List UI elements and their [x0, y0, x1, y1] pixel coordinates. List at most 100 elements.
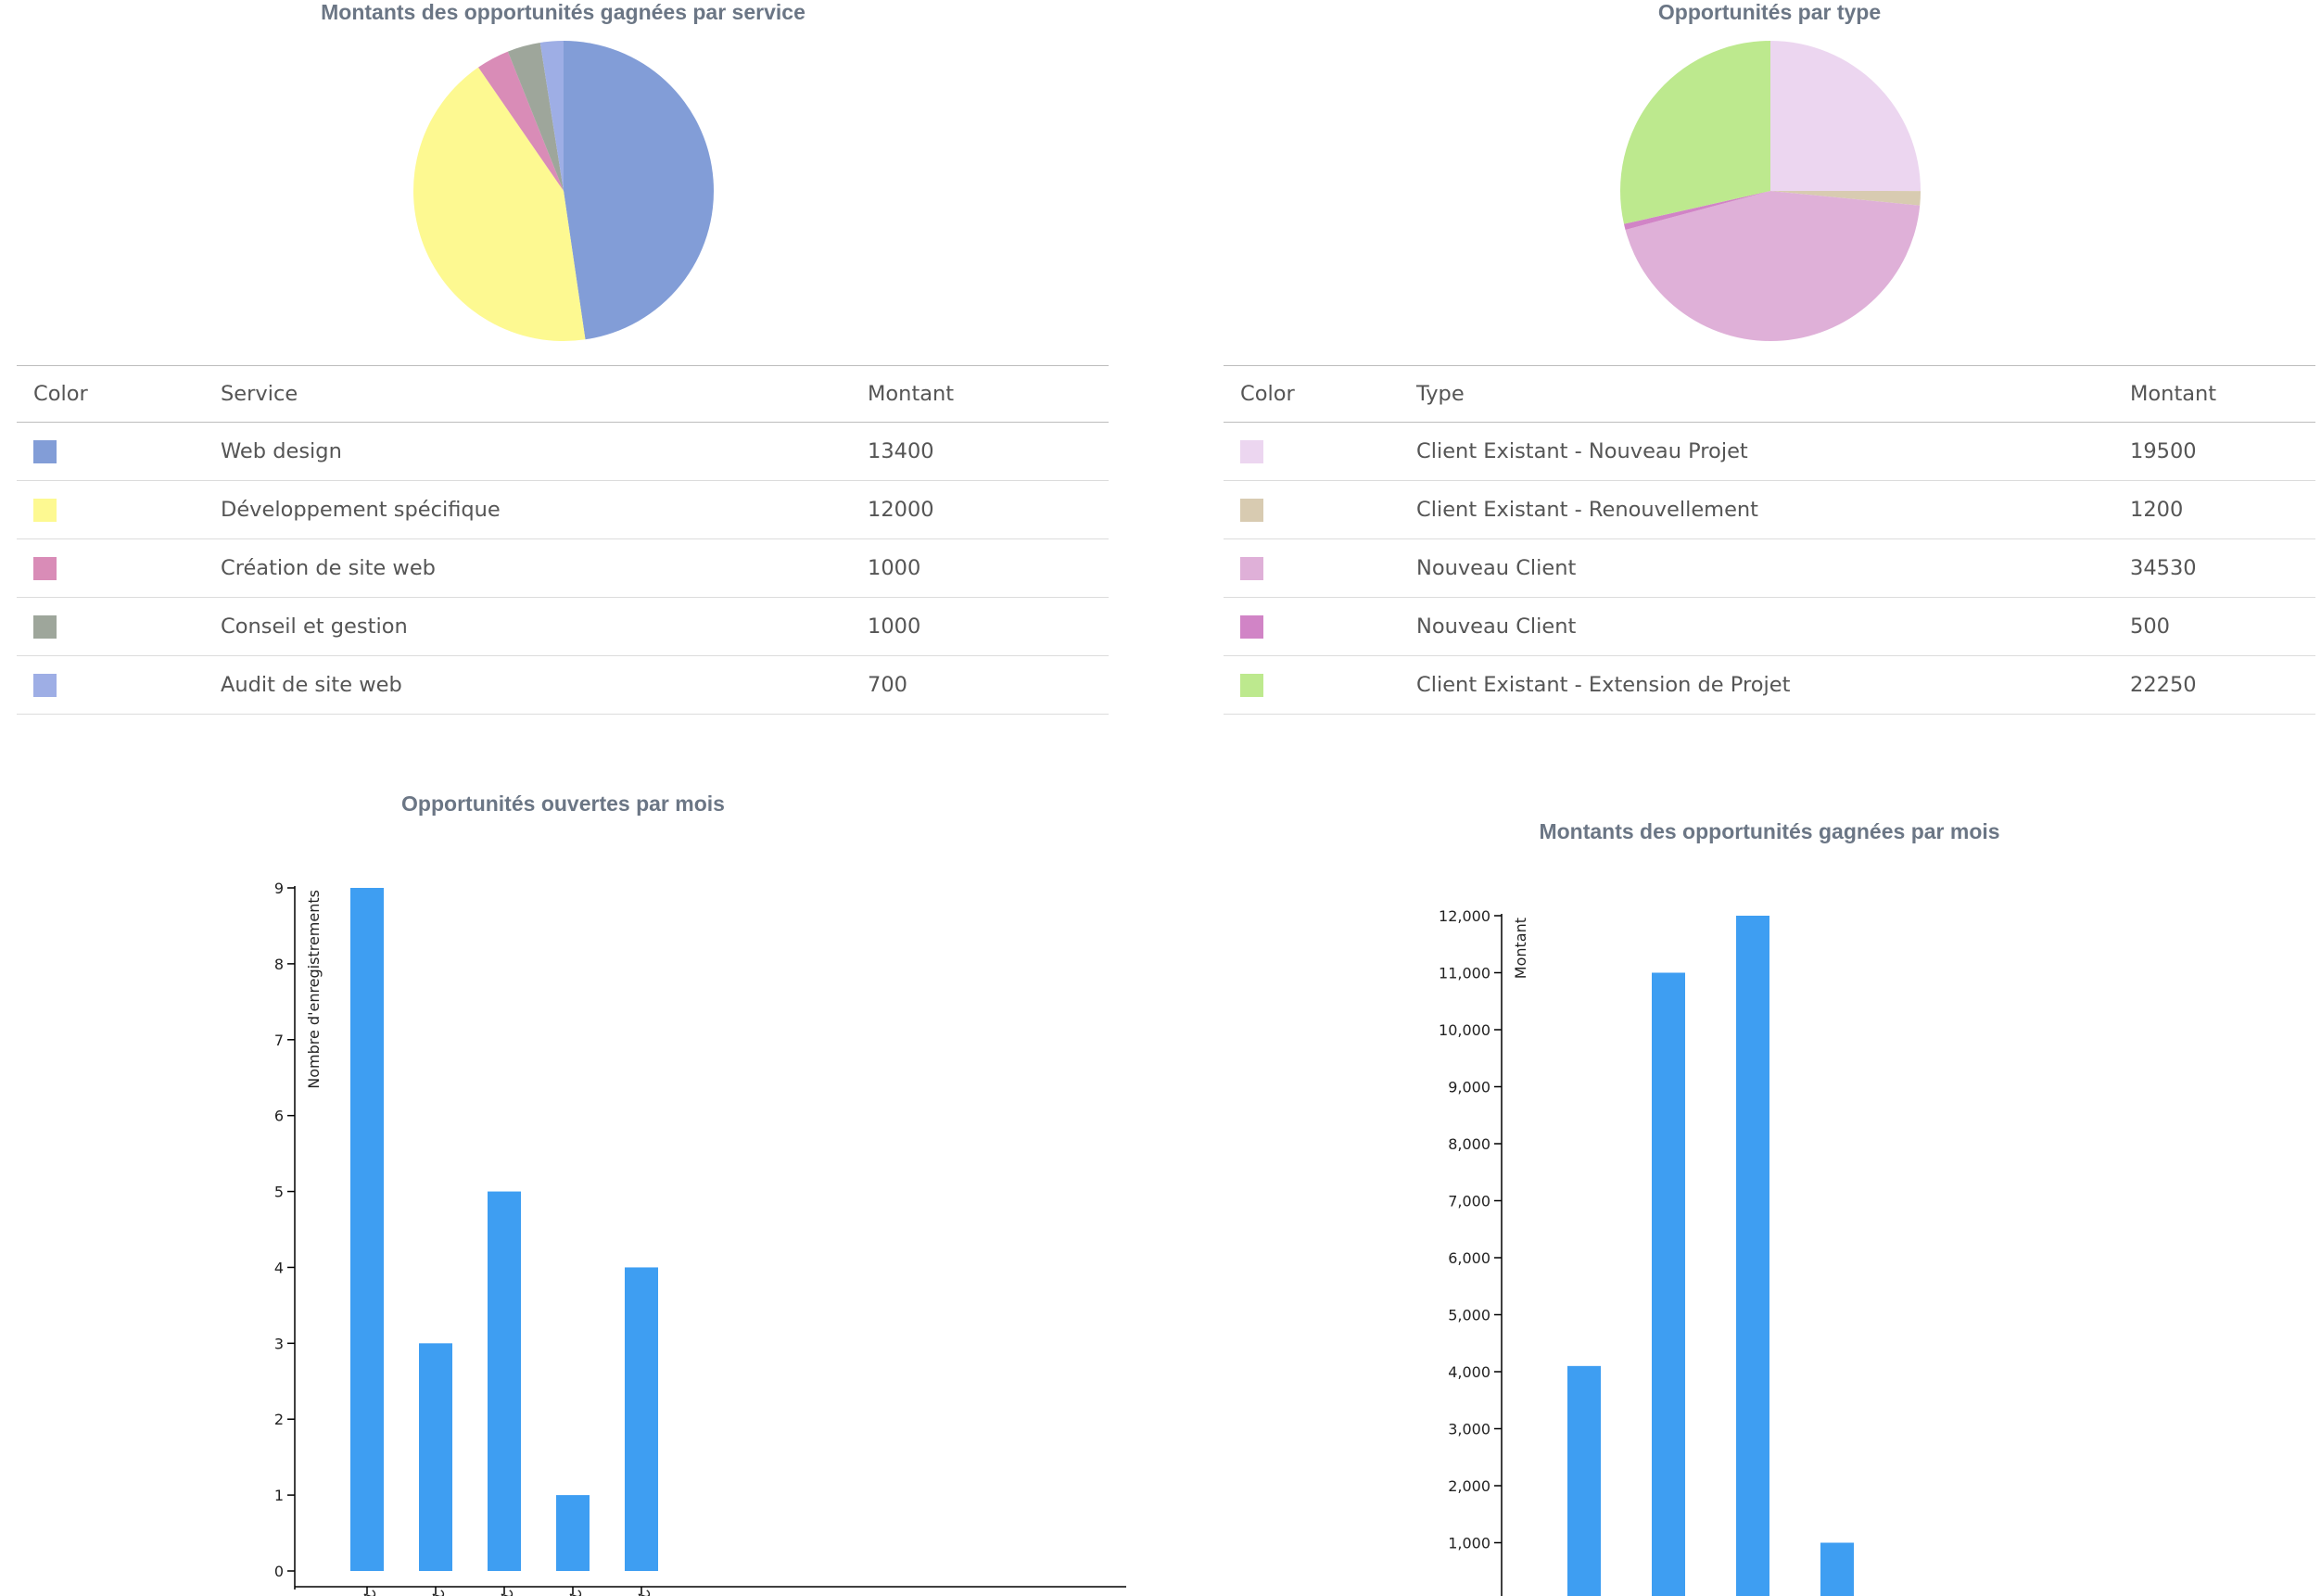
legend-label-cell: Web design — [204, 422, 851, 481]
legend-color-cell — [1224, 597, 1400, 656]
legend-swatch — [1240, 615, 1263, 639]
legend-label-cell: Audit de site web — [204, 655, 851, 715]
legend-swatch — [33, 615, 57, 639]
legend-amount-cell: 1000 — [851, 597, 1109, 656]
y-tick-label: 12,000 — [1439, 907, 1490, 925]
legend-row: Création de site web 1000 — [17, 538, 1109, 598]
legend-row: Client Existant - Extension de Projet 222… — [1224, 655, 2315, 715]
legend-swatch — [33, 440, 57, 463]
legend-amount-cell: 700 — [851, 655, 1109, 715]
legend-header-color: Color — [17, 365, 204, 423]
x-tick-label: 20 — [428, 1588, 452, 1596]
y-tick-label: 9,000 — [1448, 1079, 1490, 1096]
y-tick-label: 3 — [274, 1335, 284, 1352]
y-axis-label: Montant — [1512, 918, 1529, 979]
legend-swatch — [33, 674, 57, 697]
legend-swatch — [33, 499, 57, 522]
service-legend-table: Color Service Montant Web design 13400 Dév… — [17, 365, 1109, 715]
legend-label-cell: Client Existant - Renouvellement — [1400, 480, 2113, 539]
chart-title: Montants des opportunités gagnées par se… — [321, 0, 805, 24]
x-tick-label: 20 — [634, 1588, 658, 1596]
bar[interactable] — [1736, 916, 1769, 1596]
y-tick-label: 10,000 — [1439, 1021, 1490, 1039]
legend-color-cell — [1224, 655, 1400, 715]
legend-header-amount: Montant — [2113, 365, 2315, 423]
y-tick-label: 5,000 — [1448, 1307, 1490, 1324]
legend-header-service: Service — [204, 365, 851, 423]
y-axis-label: Nombre d'enregistrements — [305, 890, 323, 1089]
legend-color-cell — [1224, 538, 1400, 598]
bar[interactable] — [488, 1191, 521, 1571]
legend-header-color: Color — [1224, 365, 1400, 423]
bar[interactable] — [556, 1495, 590, 1571]
legend-header-row: Color Service Montant — [17, 365, 1109, 423]
pie-slice[interactable] — [413, 67, 586, 341]
y-tick-label: 1 — [274, 1487, 284, 1504]
bar[interactable] — [1567, 1365, 1601, 1596]
y-tick-label: 4 — [274, 1259, 284, 1276]
legend-amount-cell: 22250 — [2113, 655, 2315, 715]
x-tick-label: 20 — [360, 1588, 384, 1596]
y-tick-label: 5 — [274, 1184, 284, 1201]
chart-title: Opportunités par type — [1657, 0, 1882, 24]
y-tick-label: 11,000 — [1439, 965, 1490, 982]
chart-title: Opportunités ouvertes par mois — [401, 792, 725, 816]
legend-label-cell: Client Existant - Nouveau Projet — [1400, 422, 2113, 481]
pie-slice[interactable] — [1623, 191, 1770, 231]
y-tick-label: 1,000 — [1448, 1535, 1490, 1552]
legend-label-cell: Nouveau Client — [1400, 597, 2113, 656]
y-tick-label: 8 — [274, 956, 284, 973]
y-tick-label: 3,000 — [1448, 1421, 1490, 1438]
legend-amount-cell: 34530 — [2113, 538, 2315, 598]
bar[interactable] — [1652, 972, 1685, 1596]
pie-slice[interactable] — [478, 51, 564, 192]
y-tick-label: 2,000 — [1448, 1477, 1490, 1495]
type-pie-chart — [1620, 41, 1921, 341]
bar[interactable] — [350, 888, 384, 1571]
legend-label-cell: Développement spécifique — [204, 480, 851, 539]
pie-slice[interactable] — [1770, 41, 1921, 192]
legend-amount-cell: 500 — [2113, 597, 2315, 656]
pie-slice[interactable] — [507, 42, 564, 191]
legend-color-cell — [17, 480, 204, 539]
x-tick-label: 20 — [497, 1588, 521, 1596]
pie-slice[interactable] — [1620, 41, 1770, 224]
legend-header-type: Type — [1400, 365, 2113, 423]
legend-row: Nouveau Client 34530 — [1224, 538, 2315, 598]
legend-label-cell: Client Existant - Extension de Projet — [1400, 655, 2113, 715]
pie-slice[interactable] — [564, 41, 715, 340]
y-tick-label: 7,000 — [1448, 1193, 1490, 1210]
legend-swatch — [1240, 440, 1263, 463]
pie-slice[interactable] — [539, 41, 564, 191]
legend-row: Nouveau Client 500 — [1224, 597, 2315, 656]
bar[interactable] — [419, 1343, 452, 1571]
service-pie-chart — [413, 41, 715, 341]
legend-row: Web design 13400 — [17, 422, 1109, 481]
chart-title: Montants des opportunités gagnées par mo… — [1539, 819, 2000, 843]
legend-amount-cell: 19500 — [2113, 422, 2315, 481]
legend-color-cell — [17, 655, 204, 715]
y-tick-label: 0 — [274, 1563, 284, 1580]
legend-amount-cell: 13400 — [851, 422, 1109, 481]
legend-color-cell — [1224, 422, 1400, 481]
bar[interactable] — [625, 1267, 658, 1571]
y-tick-label: 8,000 — [1448, 1135, 1490, 1153]
pie-slice[interactable] — [1625, 191, 1921, 341]
legend-header-amount: Montant — [851, 365, 1109, 423]
legend-row: Client Existant - Nouveau Projet 19500 — [1224, 422, 2315, 481]
legend-label-cell: Nouveau Client — [1400, 538, 2113, 598]
y-tick-label: 7 — [274, 1032, 284, 1049]
legend-label-cell: Conseil et gestion — [204, 597, 851, 656]
legend-amount-cell: 1000 — [851, 538, 1109, 598]
legend-row: Audit de site web 700 — [17, 655, 1109, 715]
legend-amount-cell: 12000 — [851, 480, 1109, 539]
legend-swatch — [1240, 499, 1263, 522]
legend-swatch — [1240, 557, 1263, 580]
pie-slice[interactable] — [1770, 191, 1921, 206]
x-tick-label: 20 — [565, 1588, 590, 1596]
legend-color-cell — [17, 422, 204, 481]
legend-color-cell — [17, 538, 204, 598]
bar[interactable] — [1820, 1542, 1854, 1596]
